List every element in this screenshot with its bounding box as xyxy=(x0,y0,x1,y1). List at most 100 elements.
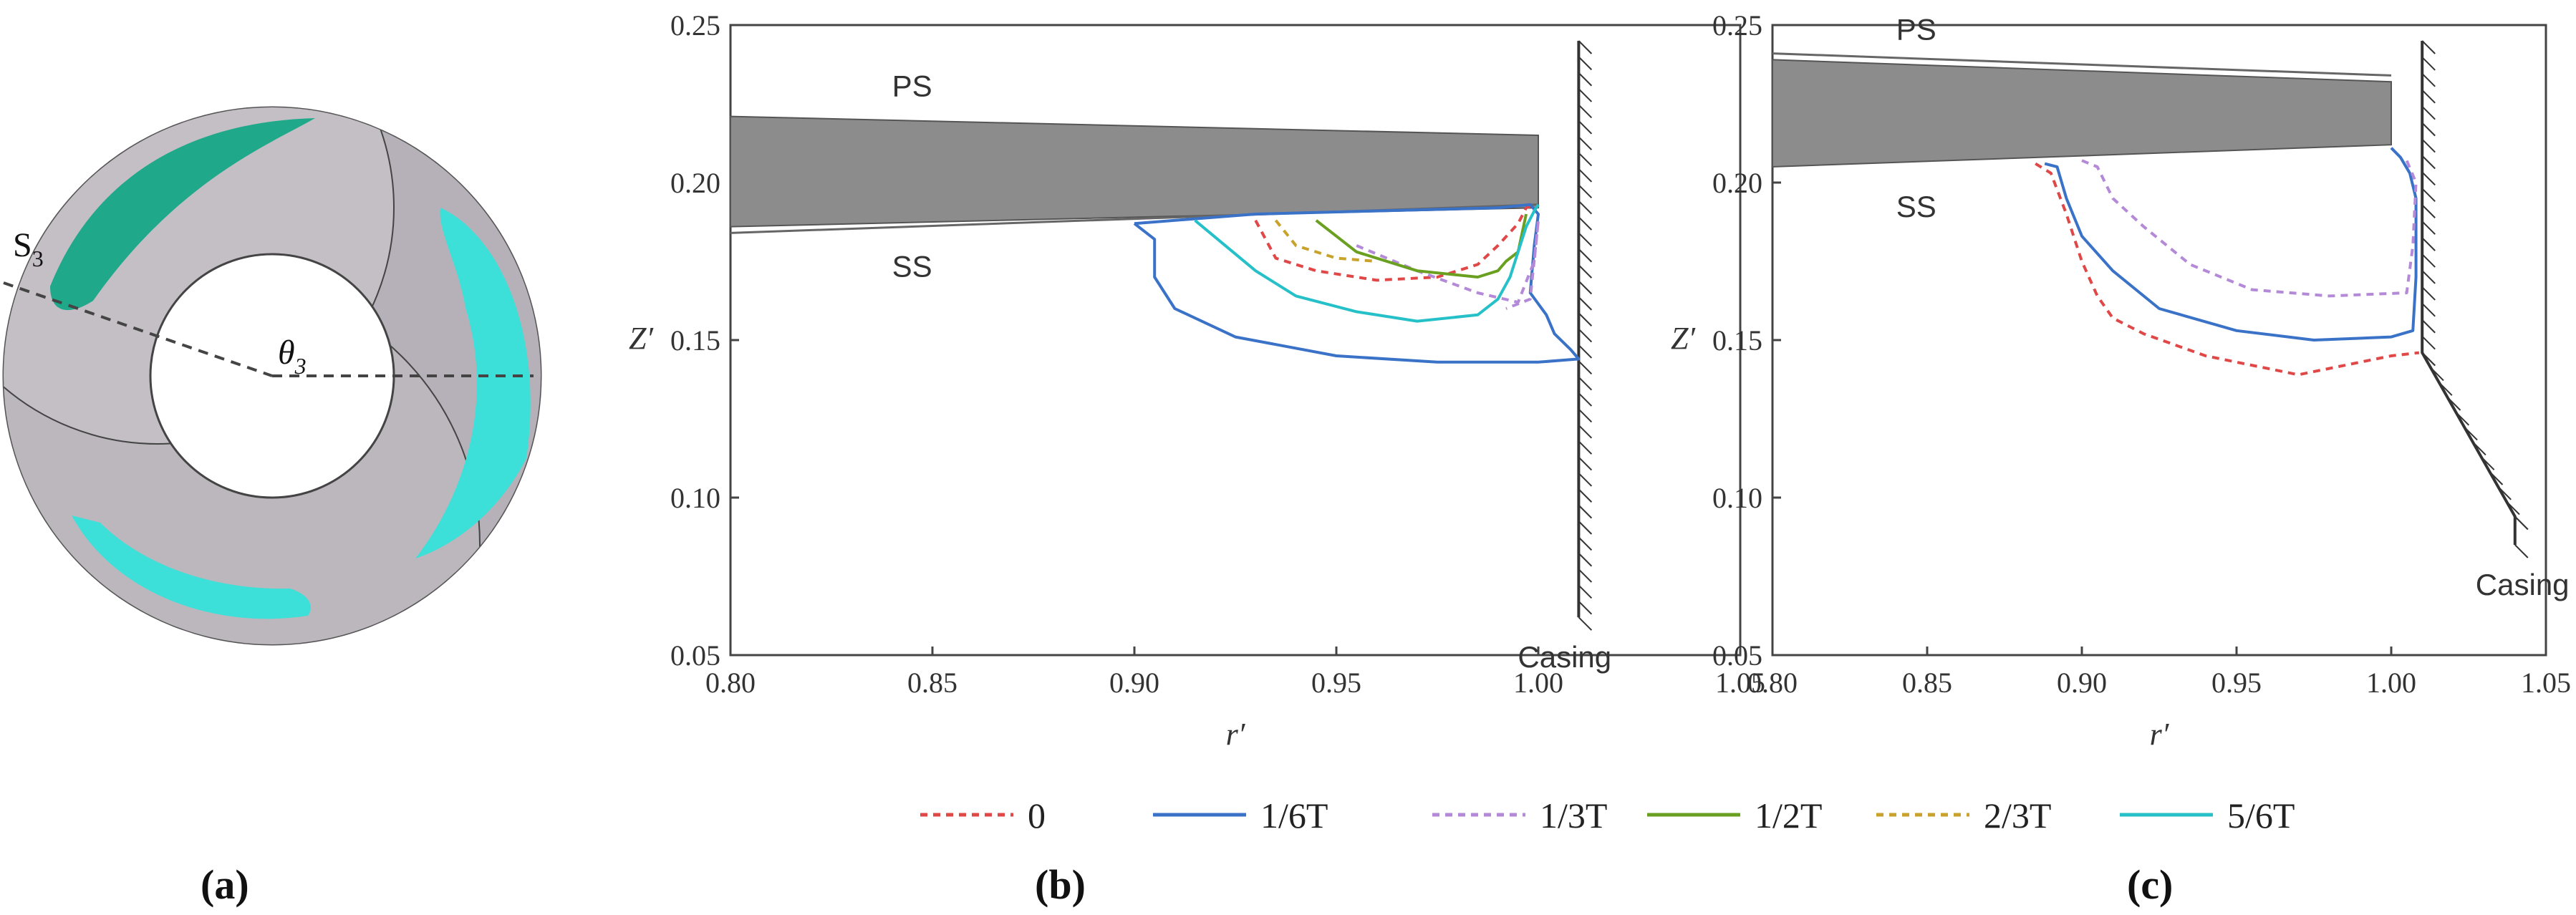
x-tick-label: 1.05 xyxy=(1715,667,1765,699)
casing-hatch xyxy=(2446,397,2461,411)
casing-hatch xyxy=(2421,204,2436,218)
casing-hatch xyxy=(2480,456,2495,470)
x-axis-label: r′ xyxy=(1226,717,1246,752)
casing-hatch xyxy=(1578,344,1593,359)
casing-hatch xyxy=(1578,136,1593,150)
series-line-5-6T xyxy=(1194,203,1540,323)
cavitation-region-right xyxy=(415,208,531,558)
casing-hatch xyxy=(2421,57,2436,71)
casing-hatch xyxy=(1578,553,1593,567)
casing-hatch xyxy=(1578,456,1593,471)
casing-hatch xyxy=(2497,486,2512,500)
casing-hatch xyxy=(1578,601,1593,615)
y-tick-label: 0.10 xyxy=(670,482,720,514)
legend-label: 2/3T xyxy=(1984,795,2051,836)
casing-hatch xyxy=(1578,616,1593,631)
y-tick-label: 0.15 xyxy=(1712,324,1762,357)
legend-label: 5/6T xyxy=(2227,795,2295,836)
panel-label-b: (b) xyxy=(1035,861,1086,908)
chart-b: 0.80 0.85 0.90 0.95 1.00 1.050.050.100.150.20… xyxy=(629,9,1765,752)
panel-label-c: (c) xyxy=(2127,861,2173,908)
casing-hatch xyxy=(1578,521,1593,535)
y-tick-label: 0.05 xyxy=(1712,639,1762,672)
casing-hatch xyxy=(1578,264,1593,279)
legend-label: 1/3T xyxy=(1540,795,1607,836)
series-line-1-6T xyxy=(1133,203,1581,364)
legend-label: 1/2T xyxy=(1755,795,1822,836)
angle-label: θ3 xyxy=(278,334,307,379)
x-tick-label: 1.05 xyxy=(2521,667,2571,699)
casing-hatch xyxy=(2421,155,2436,170)
casing-hatch xyxy=(1578,584,1593,599)
suction-side-label: SS xyxy=(1896,190,1936,223)
casing-hatch xyxy=(2438,382,2453,396)
pressure-side-label: PS xyxy=(1896,12,1936,46)
casing-hatch xyxy=(1578,184,1593,199)
casing-label: Casing xyxy=(2476,568,2570,601)
casing-hatch xyxy=(2421,188,2436,203)
casing-hatch xyxy=(2421,40,2436,54)
casing-hatch xyxy=(2421,286,2436,301)
y-tick-label: 0.05 xyxy=(670,639,720,672)
casing-hatch xyxy=(1578,248,1593,263)
pressure-side-label: PS xyxy=(892,69,932,103)
casing-hatch xyxy=(2421,253,2436,268)
cavitation-region-top xyxy=(50,118,315,311)
casing-hatch xyxy=(1578,40,1593,54)
suction-side-label: SS xyxy=(892,250,932,284)
casing-hatch xyxy=(1578,504,1593,519)
casing-hatch xyxy=(1578,200,1593,215)
blade-section xyxy=(1772,59,2392,168)
casing-hatch xyxy=(1578,120,1593,135)
casing-hatch xyxy=(2455,412,2470,426)
series-line-0 xyxy=(1254,203,1535,282)
casing-hatch xyxy=(1578,392,1593,407)
casing-hatch xyxy=(1578,360,1593,375)
casing-wall xyxy=(2421,41,2517,545)
slice-line xyxy=(3,281,273,377)
blade-edge xyxy=(1772,52,2392,77)
casing-hatch xyxy=(1578,425,1593,439)
impeller-illustration: S3 θ3 xyxy=(2,106,542,646)
casing-hatch xyxy=(1578,168,1593,183)
x-tick-label: 0.90 xyxy=(2057,667,2107,699)
casing-hatch xyxy=(2514,544,2529,558)
casing-hatch xyxy=(1578,376,1593,391)
casing-hatch xyxy=(1578,216,1593,231)
casing-hatch xyxy=(2464,426,2478,441)
panel-label-a: (a) xyxy=(201,861,249,908)
casing-hatch xyxy=(1578,536,1593,551)
casing-hatch xyxy=(2421,138,2436,153)
x-tick-label: 0.95 xyxy=(2211,667,2262,699)
casing-hatch xyxy=(1578,328,1593,343)
slice-label: S3 xyxy=(13,226,44,271)
casing-hatch xyxy=(2421,352,2436,367)
casing-hatch xyxy=(1578,56,1593,71)
casing-hatch xyxy=(2421,270,2436,284)
casing-hatch xyxy=(1578,232,1593,247)
casing-hatch xyxy=(2514,515,2529,531)
casing-hatch xyxy=(1578,473,1593,487)
casing-hatch xyxy=(2421,237,2436,251)
x-tick-label: 0.95 xyxy=(1311,667,1361,699)
series-line-1-2T xyxy=(1315,213,1528,279)
y-tick-label: 0.25 xyxy=(1712,9,1762,42)
casing-hatch xyxy=(2421,171,2436,186)
x-tick-label: 1.00 xyxy=(1513,667,1563,699)
blade-section xyxy=(730,115,1539,228)
x-tick-label: 0.85 xyxy=(1902,667,1952,699)
casing-hatch xyxy=(1578,88,1593,102)
casing-hatch xyxy=(1578,440,1593,455)
casing-hatch xyxy=(2430,367,2444,382)
casing-hatch xyxy=(2421,89,2436,104)
cavitation-region-bottom xyxy=(72,515,311,619)
y-axis-label: Z′ xyxy=(1671,321,1696,356)
legend-label: 0 xyxy=(1028,795,1046,836)
casing-hatch xyxy=(2421,105,2436,120)
casing-hatch xyxy=(1578,312,1593,326)
casing-hatch xyxy=(2421,335,2436,350)
x-tick-label: 1.00 xyxy=(2366,667,2416,699)
casing-hatch xyxy=(1578,104,1593,119)
y-tick-label: 0.20 xyxy=(1712,167,1762,199)
